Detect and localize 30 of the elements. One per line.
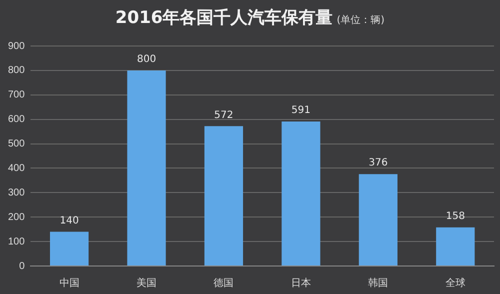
y-tick-label: 500 — [8, 138, 26, 150]
y-tick-label: 600 — [8, 114, 26, 126]
bar — [436, 227, 475, 266]
bar — [127, 70, 166, 266]
y-tick-label: 0 — [19, 260, 26, 272]
bar — [204, 126, 244, 266]
y-tick-label: 900 — [8, 40, 26, 52]
x-tick-label: 韩国 — [368, 276, 388, 289]
y-tick-label: 200 — [8, 212, 26, 223]
chart-title: 2016年各国千人汽车保有量 — [115, 8, 333, 28]
chart-subtitle: (单位：辆) — [336, 15, 385, 26]
y-tick-label: 700 — [8, 90, 26, 101]
bar — [358, 174, 398, 266]
bar — [282, 122, 320, 266]
data-label: 376 — [368, 158, 388, 169]
x-tick-label: 美国 — [136, 276, 157, 289]
x-tick-label: 中国 — [59, 276, 80, 289]
x-tick-label: 德国 — [214, 278, 234, 289]
data-label: 572 — [214, 110, 234, 121]
x-tick-label: 全球 — [445, 276, 466, 289]
y-tick-label: 100 — [8, 236, 26, 248]
y-tick-label: 300 — [8, 187, 26, 198]
data-label: 591 — [291, 105, 310, 116]
data-label: 800 — [136, 54, 156, 66]
y-tick-label: 800 — [8, 65, 26, 76]
x-tick-label: 日本 — [290, 276, 311, 289]
bar — [50, 232, 89, 266]
y-tick-label: 400 — [8, 162, 26, 174]
data-label: 158 — [446, 210, 465, 222]
data-label: 140 — [60, 215, 79, 226]
